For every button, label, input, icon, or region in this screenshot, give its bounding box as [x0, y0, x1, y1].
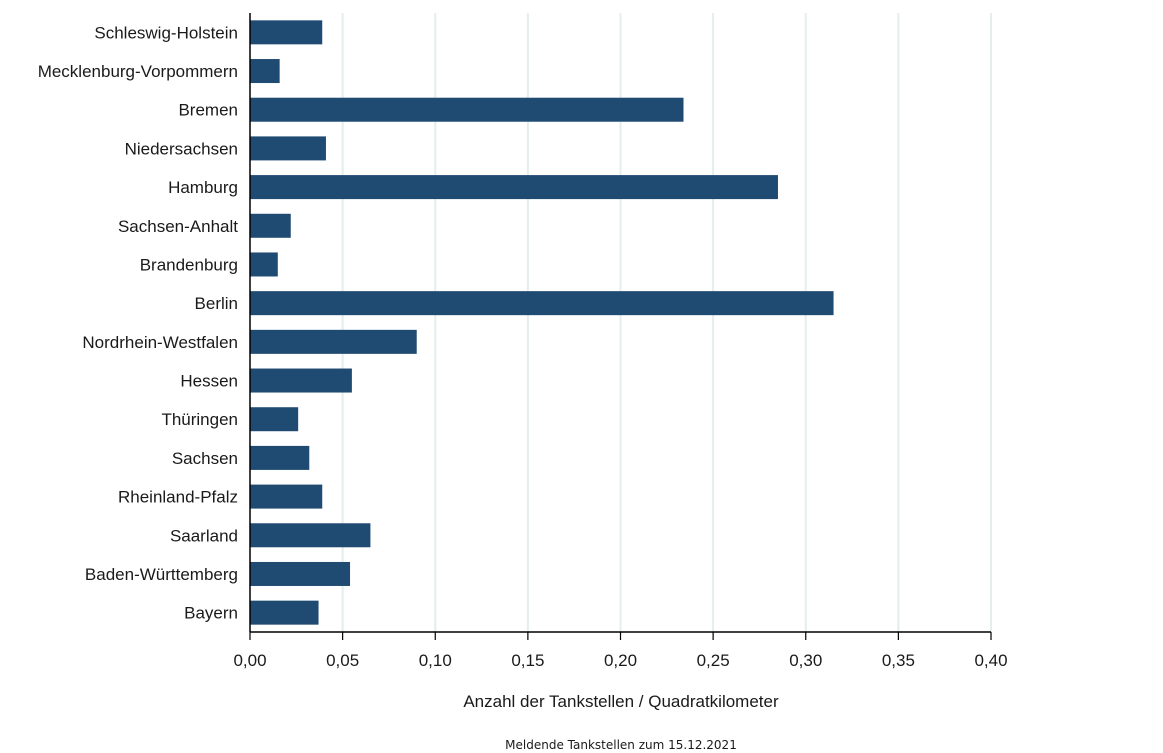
bar	[250, 175, 778, 200]
category-label: Niedersachsen	[125, 139, 238, 158]
x-tick-labels: 0,00 0,05 0,10 0,15 0,20 0,25 0,30 0,35 0,40	[233, 651, 1007, 670]
bar	[250, 59, 280, 84]
bar	[250, 291, 834, 316]
x-tick-label: 0,20	[604, 651, 637, 670]
bar	[250, 407, 299, 432]
x-tick-label: 0,30	[789, 651, 822, 670]
x-tick-label: 0,25	[697, 651, 730, 670]
x-tick-label: 0,35	[882, 651, 915, 670]
bar	[250, 484, 323, 509]
category-label: Sachsen-Anhalt	[118, 217, 238, 236]
category-label: Schleswig-Holstein	[94, 23, 238, 42]
category-label: Thüringen	[161, 410, 238, 429]
x-axis-title: Anzahl der Tankstellen / Quadratkilomete…	[463, 692, 779, 711]
bar	[250, 600, 319, 625]
footnote: Meldende Tankstellen zum 15.12.2021	[505, 738, 737, 752]
bar	[250, 561, 351, 586]
category-label: Rheinland-Pfalz	[118, 488, 238, 507]
category-label: Brandenburg	[140, 255, 238, 274]
bar	[250, 97, 684, 122]
category-label: Hessen	[180, 372, 238, 391]
category-label: Baden-Württemberg	[85, 565, 238, 584]
bar	[250, 523, 371, 548]
category-label: Sachsen	[172, 449, 238, 468]
x-tick-label: 0,00	[233, 651, 266, 670]
category-label: Bremen	[178, 101, 238, 120]
axes	[249, 13, 992, 640]
bar	[250, 445, 310, 470]
category-label: Mecklenburg-Vorpommern	[38, 62, 238, 81]
category-label: Bayern	[184, 604, 238, 623]
x-tick-label: 0,10	[419, 651, 452, 670]
bar	[250, 368, 352, 393]
bar	[250, 136, 326, 161]
x-tick-label: 0,40	[974, 651, 1007, 670]
category-label: Berlin	[195, 294, 238, 313]
category-label: Nordrhein-Westfalen	[82, 333, 238, 352]
bar	[250, 329, 417, 354]
bar	[250, 20, 323, 45]
category-label: Saarland	[170, 526, 238, 545]
bar	[250, 252, 278, 277]
x-tick-label: 0,05	[326, 651, 359, 670]
x-tick-label: 0,15	[511, 651, 544, 670]
category-label: Hamburg	[168, 178, 238, 197]
category-labels: Schleswig-Holstein Mecklenburg-Vorpommern…	[38, 23, 239, 622]
bar	[250, 213, 291, 238]
bars	[250, 20, 834, 625]
